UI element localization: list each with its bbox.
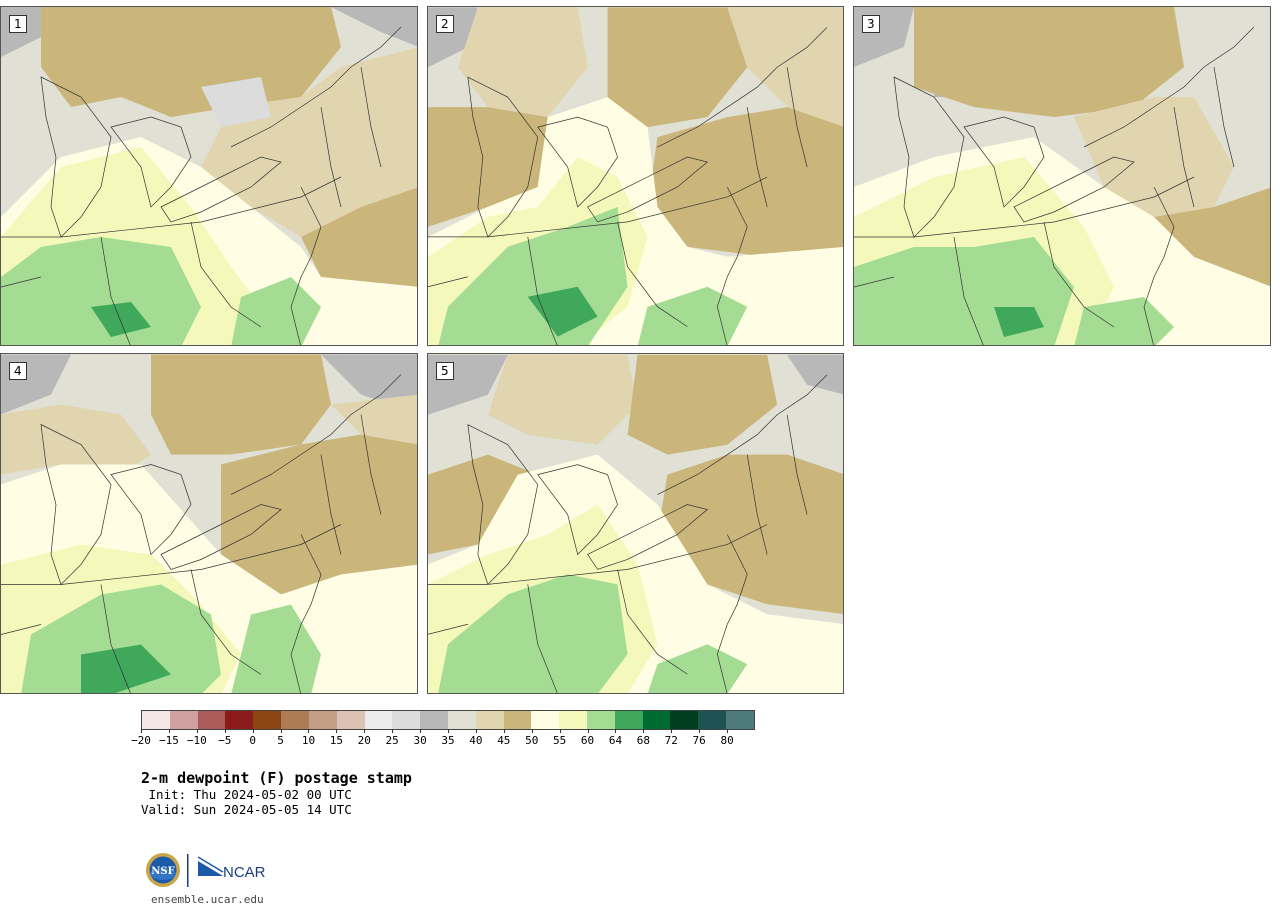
- colorbar-box: [170, 711, 198, 729]
- colorbar-tick: [671, 729, 672, 733]
- map-panel-5: 5: [427, 353, 844, 694]
- dewpoint-map: [428, 354, 844, 694]
- colorbar-tick: [336, 729, 337, 733]
- map-panel-2: 2: [427, 6, 844, 346]
- valid-time: Valid: Sun 2024-05-05 14 UTC: [141, 802, 352, 817]
- map-panel-1: 1: [0, 6, 418, 346]
- colorbar-box: [142, 711, 170, 729]
- colorbar-tick-label: 15: [330, 734, 343, 747]
- colorbar-box: [337, 711, 365, 729]
- panel-label: 4: [9, 362, 27, 380]
- colorbar-box: [309, 711, 337, 729]
- colorbar-tick-label: 20: [358, 734, 371, 747]
- colorbar-box: [253, 711, 281, 729]
- site-url: ensemble.ucar.edu: [151, 893, 264, 906]
- colorbar-tick-label: 25: [386, 734, 399, 747]
- colorbar-tick: [615, 729, 616, 733]
- colorbar-box: [476, 711, 504, 729]
- colorbar-tick-label: 40: [469, 734, 482, 747]
- colorbar-tick: [727, 729, 728, 733]
- colorbar-box: [643, 711, 671, 729]
- colorbar-tick: [643, 729, 644, 733]
- panel-label: 5: [436, 362, 454, 380]
- dewpoint-map: [1, 354, 418, 694]
- colorbar-tick-label: 45: [497, 734, 510, 747]
- ncar-icon: NCAR: [198, 857, 266, 881]
- colorbar-tick: [141, 729, 142, 733]
- colorbar-tick-label: 30: [413, 734, 426, 747]
- colorbar-tick: [253, 729, 254, 733]
- colorbar-tick-label: 10: [302, 734, 315, 747]
- panel-label: 3: [862, 15, 880, 33]
- map-panel-3: 3: [853, 6, 1271, 346]
- colorbar-tick: [308, 729, 309, 733]
- colorbar-tick-label: 0: [249, 734, 256, 747]
- panel-label: 2: [436, 15, 454, 33]
- colorbar-box: [504, 711, 532, 729]
- colorbar-tick: [560, 729, 561, 733]
- colorbar-tick-label: −10: [187, 734, 207, 747]
- colorbar-box: [726, 711, 754, 729]
- colorbar-tick-label: −20: [131, 734, 151, 747]
- colorbar-box: [198, 711, 226, 729]
- colorbar-tick-label: −5: [218, 734, 231, 747]
- colorbar-tick-label: 72: [665, 734, 678, 747]
- colorbar-tick-label: 5: [277, 734, 284, 747]
- colorbar-tick-label: 55: [553, 734, 566, 747]
- dewpoint-map: [428, 7, 844, 346]
- colorbar-tick-labels: −20 −15 −10 −5 0 5 10 15 20 25 30 35 40 45 50 55 60 64 68 7…: [141, 734, 755, 750]
- colorbar-tick: [281, 729, 282, 733]
- colorbar-tick-label: 68: [637, 734, 650, 747]
- figure-title: 2-m dewpoint (F) postage stamp: [141, 769, 412, 787]
- colorbar-tick: [169, 729, 170, 733]
- dewpoint-region: [151, 355, 331, 455]
- colorbar-tick: [392, 729, 393, 733]
- map-panel-4: 4: [0, 353, 418, 694]
- colorbar-tick-label: 50: [525, 734, 538, 747]
- colorbar-tick-label: −15: [159, 734, 179, 747]
- colorbar-tick: [588, 729, 589, 733]
- colorbar-tick: [364, 729, 365, 733]
- colorbar-box: [225, 711, 253, 729]
- dewpoint-map: [854, 7, 1271, 346]
- colorbar-tick: [476, 729, 477, 733]
- svg-text:NCAR: NCAR: [223, 864, 266, 881]
- colorbar-tick: [225, 729, 226, 733]
- colorbar-tick-label: 80: [720, 734, 733, 747]
- colorbar-box: [698, 711, 726, 729]
- colorbar-box: [281, 711, 309, 729]
- colorbar-box: [420, 711, 448, 729]
- colorbar-tick: [532, 729, 533, 733]
- nsf-seal-icon: NSF: [146, 853, 180, 887]
- colorbar-box: [365, 711, 393, 729]
- colorbar-box: [670, 711, 698, 729]
- colorbar-tick: [699, 729, 700, 733]
- colorbar-tick: [504, 729, 505, 733]
- init-time: Init: Thu 2024-05-02 00 UTC: [141, 787, 352, 802]
- colorbar-box: [559, 711, 587, 729]
- nsf-ncar-logo: NSF NCAR: [145, 852, 275, 890]
- colorbar-box: [392, 711, 420, 729]
- colorbar: [141, 710, 755, 730]
- svg-text:NSF: NSF: [151, 866, 174, 877]
- colorbar-tick-label: 35: [441, 734, 454, 747]
- colorbar-box: [448, 711, 476, 729]
- colorbar-box: [531, 711, 559, 729]
- colorbar-tick-label: 60: [581, 734, 594, 747]
- panel-label: 1: [9, 15, 27, 33]
- colorbar-tick-label: 64: [609, 734, 622, 747]
- colorbar-tick-label: 76: [693, 734, 706, 747]
- colorbar-tick-marks: [141, 729, 755, 733]
- colorbar-tick: [197, 729, 198, 733]
- colorbar-tick: [448, 729, 449, 733]
- dewpoint-map: [1, 7, 418, 346]
- colorbar-box: [615, 711, 643, 729]
- colorbar-box: [587, 711, 615, 729]
- colorbar-tick: [420, 729, 421, 733]
